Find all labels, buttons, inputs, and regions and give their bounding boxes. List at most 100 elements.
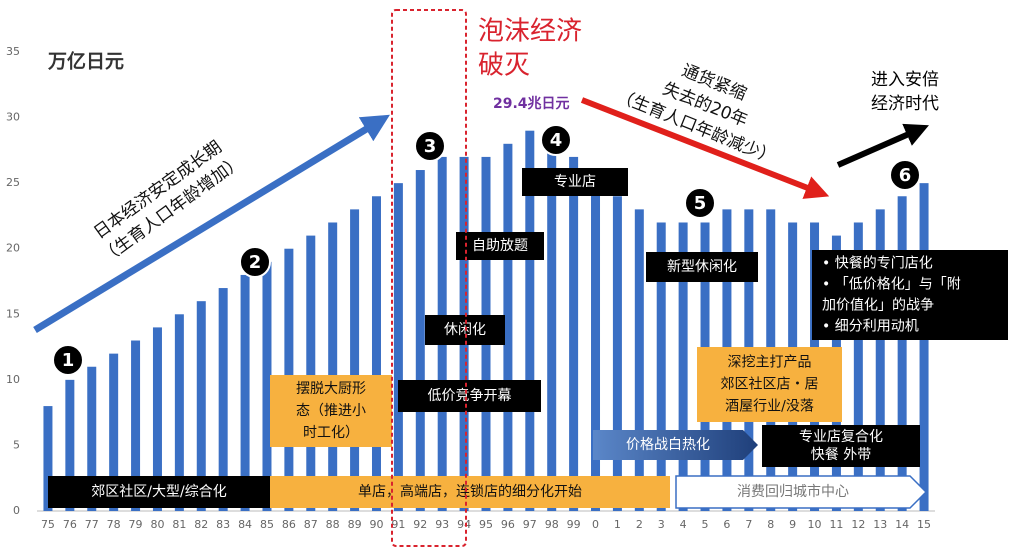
x-tick-label: 3: [658, 518, 665, 531]
x-tick-label: 77: [85, 518, 99, 531]
y-tick-label: 35: [6, 45, 20, 58]
x-tick-label: 0: [592, 518, 599, 531]
x-tick-label: 80: [150, 518, 164, 531]
label-box: [812, 250, 1008, 340]
y-tick-label: 30: [6, 111, 20, 124]
bar: [853, 222, 863, 511]
annotation: 价格战白热化: [626, 437, 710, 453]
x-tick-label: 88: [326, 518, 340, 531]
step-number: 4: [550, 130, 563, 151]
x-tick-label: 1: [614, 518, 621, 531]
bar: [152, 327, 162, 511]
annotation: 低价竞争开幕: [428, 387, 512, 404]
y-tick-label: 20: [6, 242, 20, 255]
annotation: 专业店: [554, 174, 596, 190]
step-marker: [52, 344, 84, 376]
bar: [240, 274, 250, 511]
step-marker: [239, 246, 271, 278]
y-tick-label: 10: [6, 373, 20, 386]
x-tick-label: 5: [702, 518, 709, 531]
annotation: 新型休闲化: [667, 259, 737, 275]
bar: [262, 261, 272, 511]
bar: [306, 235, 316, 511]
x-tick-label: 89: [348, 518, 362, 531]
x-tick-label: 12: [851, 518, 865, 531]
step-number: 1: [62, 350, 75, 371]
annotation: 消费回归城市中心: [737, 483, 849, 500]
x-tick-label: 75: [41, 518, 55, 531]
x-tick-label: 98: [545, 518, 559, 531]
annotation: 经济时代: [871, 94, 939, 114]
step-marker: [684, 187, 716, 219]
arrow-box: [593, 430, 758, 460]
annotation: 加价值化」的战争: [822, 298, 934, 314]
annotation: 单店，高端店，连锁店的细分化开始: [358, 483, 582, 500]
bar: [919, 183, 929, 511]
x-tick-label: 7: [745, 518, 752, 531]
step-number: 6: [899, 165, 912, 186]
highlight-box: [270, 375, 392, 447]
bar: [875, 209, 885, 511]
arrow: [836, 123, 929, 168]
x-tick-label: 9: [789, 518, 796, 531]
x-tick-label: 79: [129, 518, 143, 531]
step-number: 5: [694, 193, 707, 214]
step-number: 2: [249, 252, 262, 273]
bar: [350, 209, 360, 511]
label-box: [48, 476, 270, 508]
highlight-box: [270, 476, 670, 508]
y-tick-label: 0: [13, 504, 20, 517]
bar: [897, 196, 907, 511]
annotation: 快餐 外带: [811, 447, 871, 463]
x-tick-label: 92: [413, 518, 427, 531]
y-tick-label: 15: [6, 307, 20, 320]
arrow: [33, 114, 390, 333]
bar: [109, 353, 119, 511]
bar: [612, 196, 622, 511]
annotation: 时工化）: [303, 425, 359, 441]
x-tick-label: 95: [479, 518, 493, 531]
annotation: 破灭: [478, 51, 530, 81]
bar: [393, 183, 403, 511]
label-box: [456, 232, 544, 260]
bar: [174, 314, 184, 511]
bubble-highlight: [391, 9, 467, 547]
x-tick-label: 93: [435, 518, 449, 531]
x-tick-label: 85: [260, 518, 274, 531]
x-tick-label: 82: [194, 518, 208, 531]
x-tick-label: 81: [172, 518, 186, 531]
annotation: • 快餐的专门店化: [822, 256, 933, 272]
bar: [656, 222, 666, 511]
x-tick-label: 4: [680, 518, 687, 531]
bar: [371, 196, 381, 511]
bar: [591, 170, 601, 511]
bar: [196, 301, 206, 511]
label-box: [762, 425, 920, 467]
bar: [547, 130, 557, 511]
annotation: 自助放题: [472, 238, 528, 254]
bar: [503, 143, 513, 512]
step-marker: [889, 159, 921, 191]
x-tick-label: 6: [723, 518, 730, 531]
bar: [678, 222, 688, 511]
x-tick-label: 97: [523, 518, 537, 531]
annotation: 郊区社区/大型/综合化: [91, 483, 226, 500]
x-tick-label: 13: [873, 518, 887, 531]
annotation: 态（推进小: [296, 403, 366, 419]
annotation: 酒屋行业/没落: [725, 399, 814, 415]
bar: [65, 379, 75, 511]
x-tick-label: 8: [767, 518, 774, 531]
annotation: 摆脱大厨形: [296, 381, 366, 397]
x-tick-label: 94: [457, 518, 471, 531]
label-box: [398, 380, 541, 412]
x-tick-label: 91: [391, 518, 405, 531]
x-tick-label: 78: [107, 518, 121, 531]
annotation: 泡沫经济: [478, 17, 582, 47]
label-box: [522, 168, 628, 196]
arrow: [580, 97, 830, 199]
arrow-box: [675, 475, 928, 509]
x-tick-label: 10: [808, 518, 822, 531]
bar: [131, 340, 141, 511]
